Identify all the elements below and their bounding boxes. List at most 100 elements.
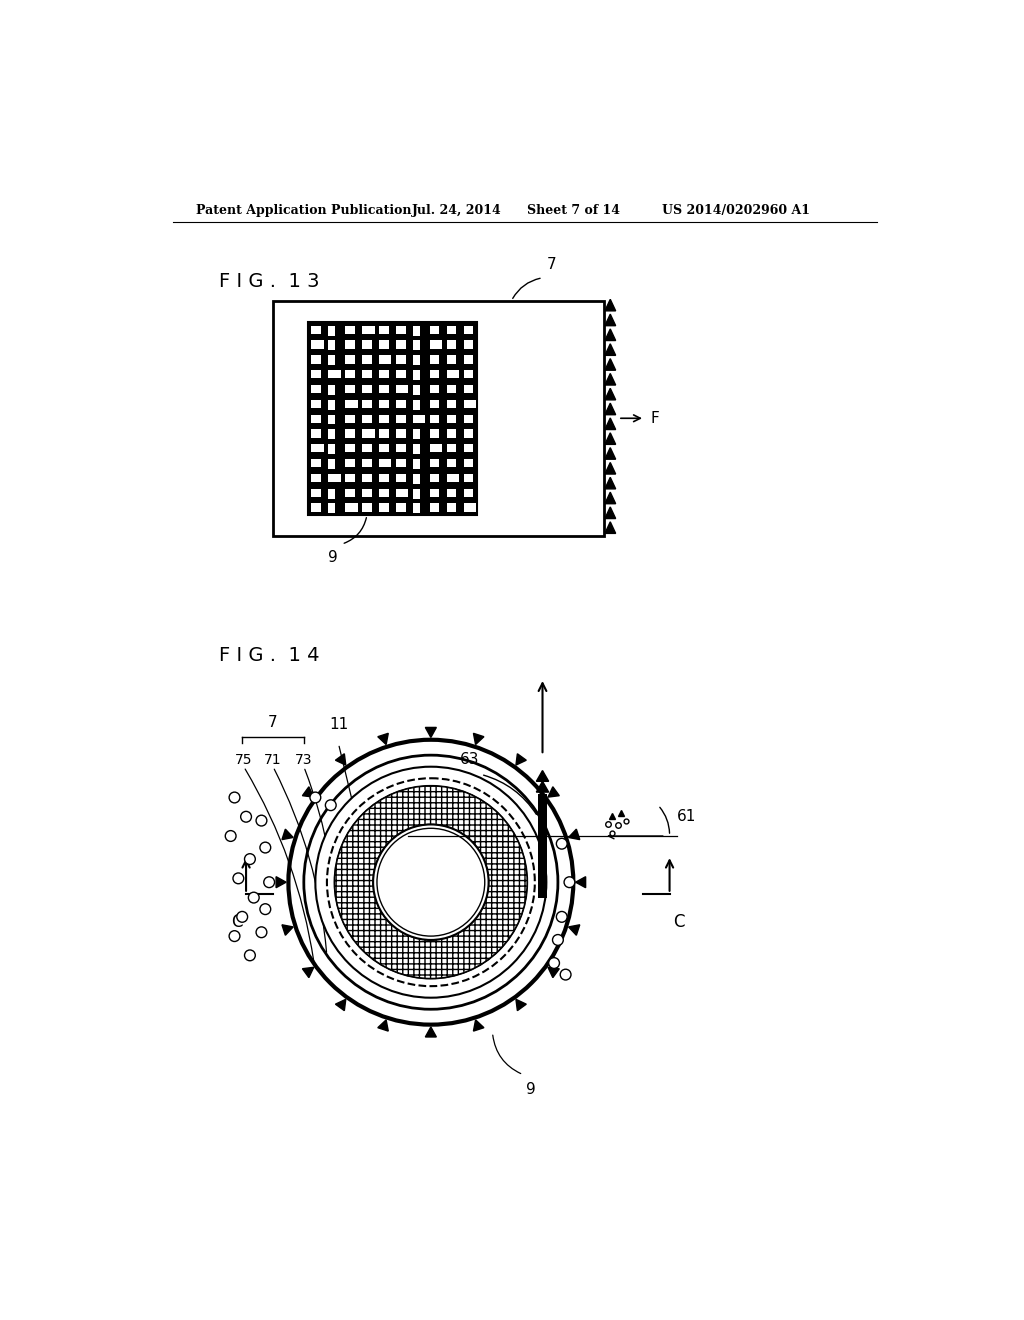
Bar [311, 429, 321, 438]
Circle shape [289, 739, 573, 1024]
Bar [396, 488, 409, 496]
Circle shape [245, 854, 255, 865]
Polygon shape [605, 314, 615, 326]
Polygon shape [425, 727, 436, 738]
Polygon shape [282, 829, 293, 840]
Bar [464, 326, 473, 334]
Text: 73: 73 [295, 752, 312, 767]
Bar [362, 355, 372, 363]
Text: Sheet 7 of 14: Sheet 7 of 14 [527, 205, 621, 218]
Bar [464, 355, 473, 363]
Bar [413, 370, 420, 380]
Circle shape [315, 767, 547, 998]
Bar [413, 474, 420, 483]
Bar [396, 400, 406, 408]
Bar [396, 385, 409, 393]
Bar [413, 429, 420, 440]
Bar [446, 385, 457, 393]
Circle shape [264, 876, 274, 887]
Circle shape [260, 904, 270, 915]
Polygon shape [605, 403, 615, 414]
Polygon shape [575, 876, 586, 888]
Bar [273, 301, 604, 536]
Bar [396, 429, 406, 438]
Polygon shape [605, 329, 615, 341]
Polygon shape [276, 876, 286, 888]
Circle shape [377, 829, 484, 936]
Bar [446, 326, 457, 334]
Bar [329, 474, 341, 482]
Bar [413, 444, 420, 454]
Polygon shape [605, 507, 615, 519]
Bar [396, 444, 406, 453]
Text: F: F [650, 411, 659, 426]
Bar [311, 459, 321, 467]
Polygon shape [605, 388, 615, 400]
Bar [329, 414, 335, 425]
Bar [311, 370, 321, 379]
Bar [396, 370, 406, 379]
Circle shape [304, 755, 558, 1010]
Polygon shape [605, 521, 615, 533]
Text: 63: 63 [460, 751, 479, 767]
Circle shape [256, 816, 267, 826]
Circle shape [241, 812, 252, 822]
Text: F I G .  1 4: F I G . 1 4 [219, 645, 319, 664]
Polygon shape [537, 771, 549, 781]
Circle shape [229, 792, 240, 803]
Bar [362, 326, 375, 334]
Circle shape [245, 950, 255, 961]
Polygon shape [605, 359, 615, 370]
Polygon shape [473, 1020, 484, 1031]
Text: Patent Application Publication: Patent Application Publication [196, 205, 412, 218]
Polygon shape [605, 447, 615, 459]
Circle shape [553, 935, 563, 945]
Polygon shape [473, 734, 484, 744]
Text: 71: 71 [264, 752, 282, 767]
Bar [329, 326, 335, 335]
Bar [464, 400, 476, 408]
Polygon shape [605, 478, 615, 488]
Bar [396, 341, 406, 348]
Polygon shape [605, 418, 615, 429]
Text: 9: 9 [526, 1082, 536, 1097]
Bar [362, 429, 375, 438]
Bar [311, 341, 324, 348]
Bar [446, 503, 457, 512]
Bar [430, 503, 439, 512]
Bar [379, 474, 389, 482]
Circle shape [260, 842, 270, 853]
Bar [446, 370, 459, 379]
Circle shape [256, 927, 267, 937]
Bar [329, 459, 335, 469]
Bar [345, 326, 354, 334]
Bar [329, 444, 335, 454]
Polygon shape [568, 829, 580, 840]
Bar [345, 341, 354, 348]
Bar [430, 429, 439, 438]
Bar [329, 400, 335, 409]
Bar [430, 459, 439, 467]
Bar [311, 385, 321, 393]
Polygon shape [605, 343, 615, 355]
Bar [329, 370, 341, 379]
Circle shape [373, 825, 488, 940]
Bar [311, 488, 321, 496]
Bar [464, 474, 473, 482]
Bar [379, 355, 391, 363]
Polygon shape [537, 781, 549, 792]
Bar [464, 370, 473, 379]
Bar [446, 444, 457, 453]
Bar [379, 400, 389, 408]
Bar [311, 444, 324, 453]
Text: US 2014/0202960 A1: US 2014/0202960 A1 [662, 205, 810, 218]
Bar [413, 326, 420, 335]
Bar [446, 459, 457, 467]
Circle shape [326, 800, 336, 810]
Bar [311, 326, 321, 334]
Bar [464, 459, 473, 467]
Bar [362, 459, 372, 467]
Bar [345, 488, 354, 496]
Bar [446, 355, 457, 363]
Circle shape [556, 911, 567, 923]
